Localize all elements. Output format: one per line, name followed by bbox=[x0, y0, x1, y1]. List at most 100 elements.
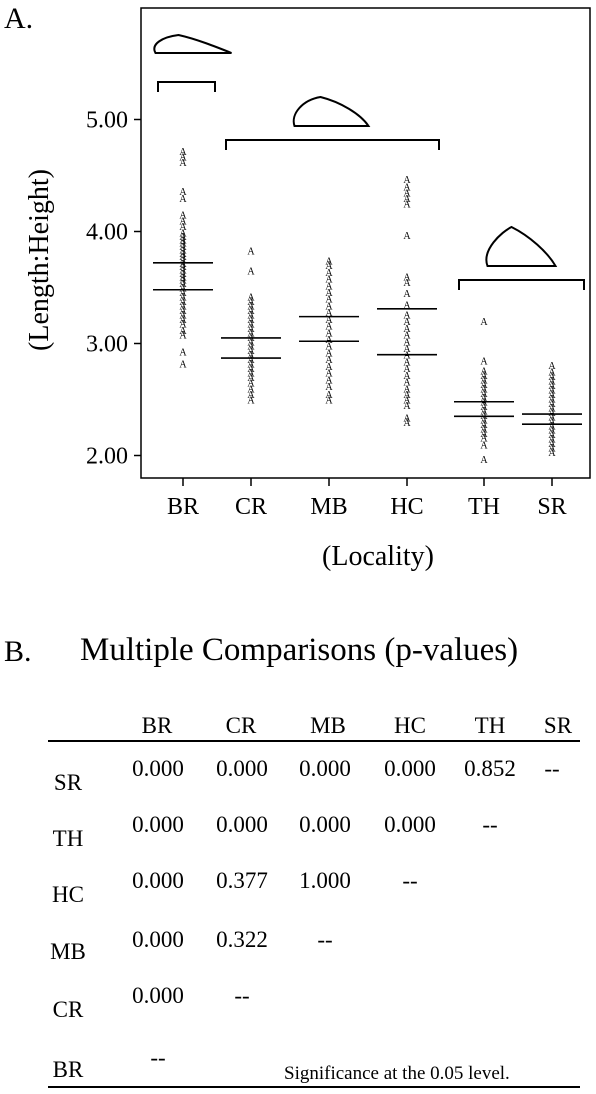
data-point: A bbox=[179, 288, 187, 299]
data-point: A bbox=[247, 379, 255, 390]
data-point: A bbox=[403, 175, 411, 186]
shell-outline bbox=[153, 33, 232, 54]
data-point: A bbox=[548, 448, 556, 459]
data-point: A bbox=[480, 429, 488, 440]
p-value-cell: 0.000 bbox=[216, 812, 268, 837]
data-point: A bbox=[179, 301, 187, 312]
p-value-cell: -- bbox=[544, 756, 560, 781]
table-title: Multiple Comparisons (p-values) bbox=[80, 632, 519, 668]
data-point: A bbox=[179, 297, 187, 308]
data-point: A bbox=[247, 319, 255, 330]
data-point: A bbox=[325, 342, 333, 353]
group-bracket bbox=[157, 81, 216, 92]
data-point: A bbox=[325, 301, 333, 312]
data-point: A bbox=[403, 272, 411, 283]
y-axis: 2.00 3.00 4.00 5.00 bbox=[86, 108, 141, 470]
data-point: A bbox=[325, 281, 333, 292]
data-point: A bbox=[403, 278, 411, 289]
panel-a-label: A. bbox=[4, 2, 34, 35]
data-point: A bbox=[325, 308, 333, 319]
data-point: A bbox=[480, 440, 488, 451]
data-point: A bbox=[179, 266, 187, 277]
data-point: A bbox=[548, 412, 556, 423]
data-point: A bbox=[480, 420, 488, 431]
data-point: A bbox=[179, 276, 187, 287]
data-point: A bbox=[247, 364, 255, 375]
data-point: A bbox=[325, 375, 333, 386]
data-point: A bbox=[179, 211, 187, 222]
p-value-cell: 0.000 bbox=[384, 812, 436, 837]
data-point: A bbox=[325, 315, 333, 326]
data-point: A bbox=[548, 439, 556, 450]
data-point: A bbox=[325, 275, 333, 286]
data-point: A bbox=[179, 279, 187, 290]
data-point: A bbox=[247, 247, 255, 258]
data-point: A bbox=[247, 315, 255, 326]
data-point: A bbox=[403, 371, 411, 382]
data-point: A bbox=[548, 385, 556, 396]
data-points: AAAAAAAAAAAAAAAAAAAAAAAAAAAAAAAAAAAAAAAA… bbox=[179, 147, 556, 466]
data-point: A bbox=[480, 371, 488, 382]
x-axis-label: (Locality) bbox=[322, 541, 434, 572]
y-tick-label: 3.00 bbox=[86, 332, 128, 358]
data-point: A bbox=[179, 360, 187, 371]
data-point: A bbox=[480, 380, 488, 391]
row-label: CR bbox=[52, 997, 84, 1022]
p-value-cell: 0.000 bbox=[299, 756, 351, 781]
interval-lines bbox=[153, 262, 582, 425]
data-point: A bbox=[247, 297, 255, 308]
p-value-cell: 0.000 bbox=[132, 756, 184, 781]
data-point: A bbox=[179, 310, 187, 321]
data-point: A bbox=[403, 300, 411, 311]
data-point: A bbox=[179, 331, 187, 342]
data-point: A bbox=[403, 364, 411, 375]
row-label: TH bbox=[52, 826, 84, 851]
data-point: A bbox=[548, 376, 556, 387]
data-point: A bbox=[403, 418, 411, 429]
data-point: A bbox=[480, 425, 488, 436]
p-value-cell: -- bbox=[482, 812, 498, 837]
data-point: A bbox=[403, 401, 411, 412]
data-point: A bbox=[403, 188, 411, 199]
x-tick-label: SR bbox=[537, 494, 566, 520]
data-point: A bbox=[179, 194, 187, 205]
data-point: A bbox=[325, 390, 333, 401]
data-point: A bbox=[247, 346, 255, 357]
x-tick-label: HC bbox=[390, 494, 423, 520]
data-point: A bbox=[480, 375, 488, 386]
data-point: A bbox=[403, 310, 411, 321]
data-point: A bbox=[548, 390, 556, 401]
p-value-cell: -- bbox=[150, 1045, 166, 1070]
data-point: A bbox=[247, 324, 255, 335]
data-point: A bbox=[403, 331, 411, 342]
data-point: A bbox=[480, 356, 488, 367]
data-point: A bbox=[247, 369, 255, 380]
data-point: A bbox=[548, 444, 556, 455]
y-tick-label: 2.00 bbox=[86, 444, 128, 470]
data-point: A bbox=[179, 319, 187, 330]
column-header: BR bbox=[141, 713, 173, 738]
column-header: TH bbox=[474, 713, 506, 738]
y-tick-label: 5.00 bbox=[86, 108, 128, 134]
column-header: MB bbox=[310, 713, 346, 738]
data-point: A bbox=[480, 402, 488, 413]
data-point: A bbox=[480, 366, 488, 377]
p-value-cell: 1.000 bbox=[299, 868, 351, 893]
data-point: A bbox=[403, 194, 411, 205]
data-point: A bbox=[179, 158, 187, 169]
data-point: A bbox=[480, 398, 488, 409]
data-point: A bbox=[179, 256, 187, 267]
data-point: A bbox=[548, 361, 556, 372]
p-value-cell: 0.852 bbox=[464, 756, 516, 781]
data-point: A bbox=[247, 337, 255, 348]
data-point: A bbox=[480, 416, 488, 427]
data-point: A bbox=[403, 289, 411, 300]
data-point: A bbox=[325, 261, 333, 272]
x-tick-label: CR bbox=[235, 494, 267, 520]
data-point: A bbox=[548, 430, 556, 441]
p-value-cell: -- bbox=[317, 927, 333, 952]
data-point: A bbox=[480, 393, 488, 404]
data-point: A bbox=[179, 306, 187, 317]
row-label: BR bbox=[52, 1057, 84, 1082]
group-bracket bbox=[225, 139, 440, 150]
